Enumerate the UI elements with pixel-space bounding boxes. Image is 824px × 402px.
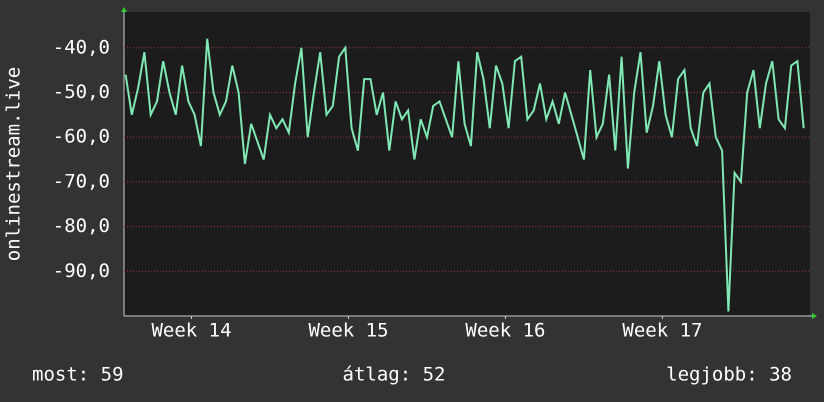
y-tick-label: -80,0: [53, 215, 110, 237]
y-tick-label: -60,0: [53, 126, 110, 148]
x-tick-label: Week 14: [151, 320, 231, 342]
plot-area: [124, 12, 810, 316]
footer-average: átlag: 52: [343, 364, 446, 386]
y-tick-label: -90,0: [53, 260, 110, 282]
y-tick-label: -40,0: [53, 36, 110, 58]
y-tick-label: -50,0: [53, 81, 110, 103]
axis-arrow: [121, 7, 127, 12]
footer-best: legjobb: 38: [666, 364, 792, 386]
x-tick-label: Week 17: [622, 320, 702, 342]
x-tick-label: Week 16: [465, 320, 545, 342]
axis-arrow: [812, 313, 817, 319]
footer-current: most: 59: [32, 364, 124, 386]
y-axis-label: onlinestream.live: [3, 67, 25, 261]
x-tick-label: Week 15: [308, 320, 388, 342]
y-tick-label: -70,0: [53, 170, 110, 192]
series-line: [124, 38, 805, 312]
